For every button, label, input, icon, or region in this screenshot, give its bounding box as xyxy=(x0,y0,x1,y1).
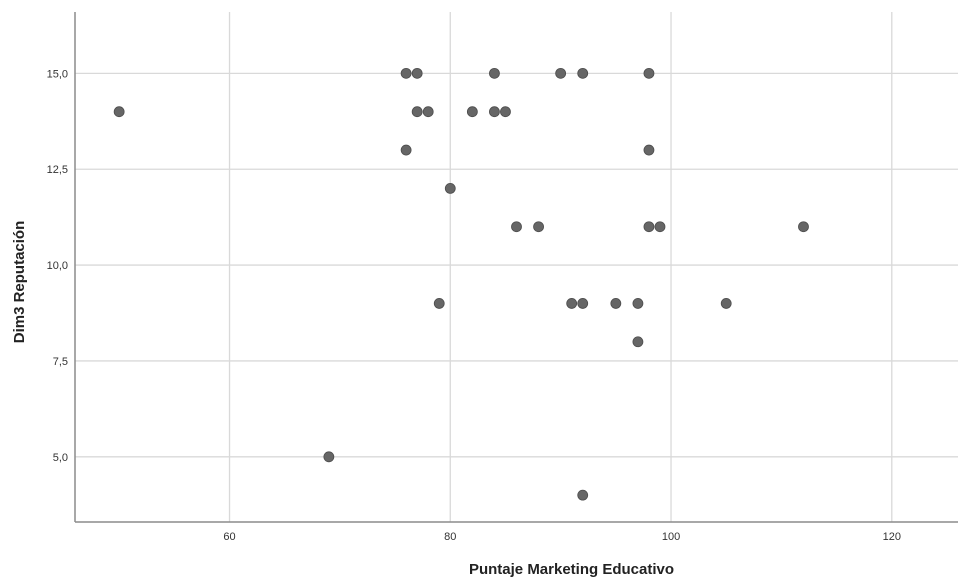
x-tick-label: 80 xyxy=(444,531,456,543)
x-tick-label: 60 xyxy=(223,531,235,543)
data-point xyxy=(433,298,445,309)
data-point xyxy=(500,106,511,118)
data-point xyxy=(798,221,809,233)
data-point xyxy=(577,489,589,501)
data-point xyxy=(489,106,500,118)
data-point xyxy=(411,106,423,118)
data-point xyxy=(400,67,412,79)
data-point xyxy=(654,221,666,233)
y-tick-label: 12,5 xyxy=(47,164,68,176)
data-point xyxy=(577,67,589,79)
data-point xyxy=(566,298,578,309)
data-points xyxy=(113,67,809,501)
data-point xyxy=(444,182,456,194)
tick-labels: 60 80 100 120 5,0 7,5 10,0 12,5 15,0 xyxy=(47,68,901,543)
data-point xyxy=(632,298,644,309)
y-tick-label: 5,0 xyxy=(53,452,68,464)
data-point xyxy=(113,106,125,118)
data-point xyxy=(466,106,478,118)
y-tick-label: 7,5 xyxy=(53,356,68,368)
data-point xyxy=(533,221,544,233)
data-point xyxy=(632,336,644,348)
data-point xyxy=(643,221,655,233)
axes xyxy=(74,12,958,523)
data-point xyxy=(511,221,522,233)
y-axis-title: Dim3 Reputación xyxy=(11,221,28,344)
y-tick-label: 10,0 xyxy=(47,260,68,272)
data-point xyxy=(422,106,434,118)
grid-lines xyxy=(75,12,958,522)
x-tick-label: 100 xyxy=(662,531,680,543)
x-axis-title: Puntaje Marketing Educativo xyxy=(469,561,674,578)
data-point xyxy=(323,451,335,463)
data-point xyxy=(489,67,500,79)
x-tick-label: 120 xyxy=(883,531,901,543)
data-point xyxy=(577,298,589,309)
data-point xyxy=(400,144,412,156)
data-point xyxy=(720,298,732,309)
data-point xyxy=(643,144,655,156)
data-point xyxy=(555,67,567,79)
data-point xyxy=(643,67,655,79)
data-point xyxy=(610,298,622,309)
data-point xyxy=(411,67,423,79)
y-tick-label: 15,0 xyxy=(47,68,68,80)
